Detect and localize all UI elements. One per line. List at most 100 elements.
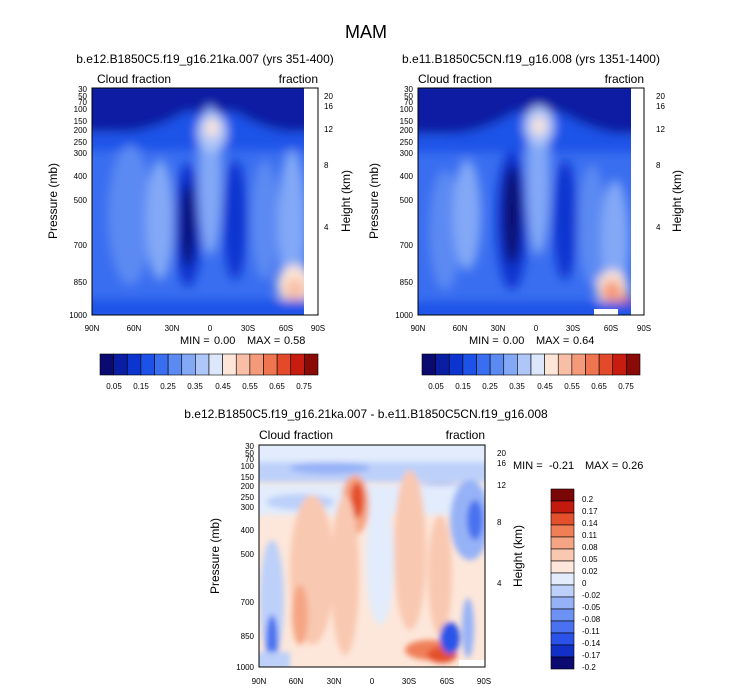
colorbar-swatch: [550, 644, 575, 658]
colorbar-swatch: [550, 656, 575, 670]
panel-2-colorbar: [421, 353, 641, 376]
colorbar-label: 0.14: [582, 519, 598, 528]
colorbar-swatch: [550, 524, 575, 538]
colorbar-swatch: [489, 353, 505, 376]
panel-1-right-label: fraction: [279, 72, 318, 86]
panel-3-colorbar-labels: 0.2 0.17 0.14 0.11 0.08 0.05 0.02 0 -0.0…: [582, 495, 601, 672]
colorbar-swatch: [181, 353, 196, 376]
y-tick: 50: [78, 92, 87, 101]
colorbar-label: 0.17: [582, 507, 598, 516]
colorbar-label: 0.15: [455, 382, 471, 391]
panel-2-colorbar-labels: 0.05 0.15 0.25 0.35 0.45 0.55 0.65 0.75: [428, 382, 634, 391]
y-tick: 500: [241, 550, 255, 559]
panel-3-y-ticks: 30 50 70 100 150 200 250 300 400 500 700…: [236, 442, 254, 672]
colorbar-label: 0.45: [537, 382, 553, 391]
y-tick: 30: [245, 442, 254, 451]
colorbar-label: -0.2: [582, 663, 596, 672]
y-tick: 300: [400, 149, 414, 158]
y-tick: 500: [400, 196, 414, 205]
min-value: 0.00: [214, 335, 235, 347]
max-value: 0.26: [622, 460, 643, 472]
panel-3-y2label: Height (km): [511, 525, 525, 587]
panel-3-ylabel: Pressure (mb): [208, 518, 222, 594]
x-tick: 30N: [491, 324, 506, 333]
y2-tick: 16: [497, 459, 506, 468]
colorbar-label: 0.65: [269, 382, 285, 391]
panel-2-left-label: Cloud fraction: [418, 72, 492, 86]
colorbar-label: -0.08: [582, 615, 601, 624]
colorbar-swatch: [462, 353, 477, 376]
y2-tick: 4: [656, 223, 661, 232]
colorbar-label: 0.05: [582, 555, 598, 564]
y-tick: 70: [404, 98, 413, 107]
colorbar-swatch: [222, 353, 237, 376]
colorbar-swatch: [235, 353, 251, 376]
y-tick: 850: [241, 632, 255, 641]
colorbar-label: 0.15: [133, 382, 149, 391]
panel-2-right-label: fraction: [605, 72, 644, 86]
colorbar-label: 0.55: [242, 382, 258, 391]
colorbar-label: -0.14: [582, 639, 601, 648]
colorbar-swatch: [290, 353, 305, 376]
panel-1-colorbar: [99, 353, 319, 376]
colorbar-swatch: [626, 353, 641, 376]
panel-1-left-label: Cloud fraction: [97, 72, 171, 86]
y2-tick: 20: [324, 92, 333, 101]
colorbar-swatch: [154, 353, 169, 376]
colorbar-swatch: [99, 353, 114, 376]
max-value: 0.64: [573, 335, 594, 347]
colorbar-swatch: [208, 353, 223, 376]
y-tick: 700: [400, 241, 414, 250]
colorbar-label: 0.11: [582, 531, 598, 540]
colorbar-swatch: [550, 584, 575, 598]
x-tick: 60N: [127, 324, 142, 333]
panel-1-stats: MIN = 0.00 MAX = 0.58: [180, 335, 305, 347]
colorbar-swatch: [550, 560, 575, 574]
colorbar-label: 0: [582, 579, 587, 588]
colorbar-swatch: [550, 536, 575, 550]
colorbar-label: 0.08: [582, 543, 598, 552]
colorbar-swatch: [571, 353, 586, 376]
y-tick: 400: [400, 172, 414, 181]
y-tick: 850: [74, 278, 88, 287]
colorbar-label: -0.11: [582, 627, 600, 636]
colorbar-swatch: [517, 353, 532, 376]
colorbar-label: 0.25: [160, 382, 176, 391]
panel-3-field: [259, 445, 485, 667]
colorbar-swatch: [503, 353, 518, 376]
x-tick: 60S: [604, 324, 618, 333]
colorbar-label: 0.35: [509, 382, 525, 391]
panel-1-y-ticks: 30 50 70 100 150 200 250 300 400 500 700…: [69, 85, 87, 320]
y-tick: 70: [78, 98, 87, 107]
colorbar-swatch: [550, 596, 575, 610]
colorbar-label: 0.05: [428, 382, 444, 391]
colorbar-swatch: [550, 488, 575, 502]
colorbar-label: 0.75: [296, 382, 312, 391]
colorbar-swatch: [435, 353, 450, 376]
x-tick: 0: [534, 324, 539, 333]
max-label: MAX =: [536, 335, 569, 347]
y-tick: 100: [241, 462, 255, 471]
y-tick: 850: [400, 278, 414, 287]
y-tick: 1000: [395, 311, 413, 320]
colorbar-swatch: [249, 353, 264, 376]
x-tick: 30S: [566, 324, 580, 333]
colorbar-swatch: [550, 632, 575, 646]
colorbar-label: -0.17: [582, 651, 601, 660]
y2-tick: 12: [324, 125, 333, 134]
min-value: -0.21: [549, 460, 574, 472]
colorbar-swatch: [263, 353, 278, 376]
colorbar-swatch: [550, 548, 575, 562]
y-tick: 500: [74, 196, 88, 205]
x-tick: 60N: [289, 677, 304, 686]
colorbar-swatch: [612, 353, 627, 376]
panel-3-title: b.e12.B1850C5.f19_g16.21ka.007 - b.e11.B…: [184, 407, 548, 421]
x-tick: 60N: [453, 324, 468, 333]
y2-tick: 16: [656, 102, 665, 111]
colorbar-swatch: [113, 353, 128, 376]
colorbar-swatch: [140, 353, 155, 376]
y-tick: 200: [241, 482, 255, 491]
colorbar-swatch: [448, 353, 464, 376]
y-tick: 700: [241, 598, 255, 607]
